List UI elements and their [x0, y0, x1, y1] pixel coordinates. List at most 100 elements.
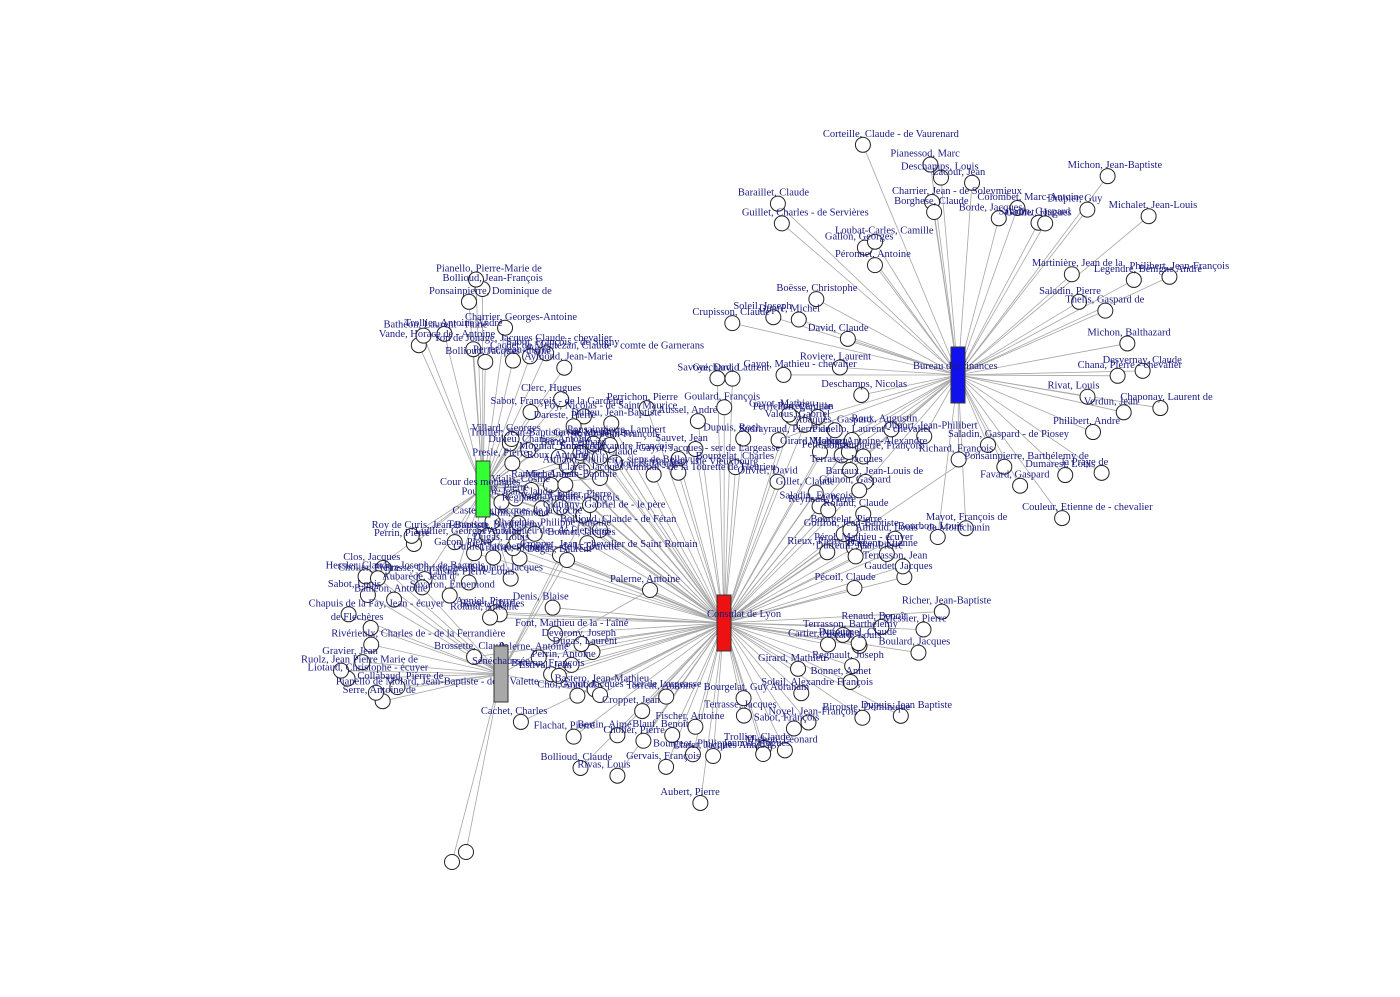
person-node-cons-0: [846, 579, 863, 596]
person-label-bur-39: Deschamps, Louis: [901, 162, 979, 173]
person-label-bur-27: Crupisson, Claude: [692, 307, 770, 318]
person-node-sene-5: [354, 654, 371, 671]
person-node-sene-4: [333, 662, 350, 679]
edge-bur-9: [957, 374, 1063, 519]
person-node-sene-9: [359, 586, 376, 603]
person-label-sene-7: de Flechères: [331, 612, 384, 623]
edge-cons-62: [614, 462, 725, 624]
person-node-bur-8: [1057, 467, 1074, 484]
person-node-bur-49: [1161, 268, 1178, 285]
edge-bur-27: [732, 322, 959, 376]
person-label-cons-19: Terrasse, Jacques: [704, 700, 777, 711]
edge-sene-4: [340, 670, 502, 675]
edge-cons-96: [723, 565, 903, 624]
person-label-cons-74: Guichard, Laurent: [692, 363, 769, 374]
person-label-bur-3: Chana, Pierre - chevalier: [1078, 360, 1183, 371]
person-label-bur-8: Dumarest, Louis: [1025, 459, 1095, 470]
bridge-node-5: [592, 470, 608, 486]
person-label-cons-7: Terrasson, Barthélemy: [803, 619, 899, 630]
person-node-cons-82: [769, 473, 786, 490]
person-label-cour-29: Guillet, Jacques Claude - de la Tourette: [453, 542, 619, 553]
edge-cons-73: [716, 378, 725, 624]
person-node-bur-24: [831, 359, 848, 376]
bridge-label-4: Soleil, Alexandre François: [560, 441, 672, 452]
edge-cons-68: [646, 408, 725, 624]
bridge-label-10: Dugas, Laurent: [527, 544, 592, 555]
person-label-cons-86: Petit, Pierre: [802, 439, 852, 450]
person-label-cons-49: Denis, Blaise: [513, 592, 569, 603]
edge-bur-8: [957, 374, 1066, 476]
bridge-label-0: Cholier, Pierre: [550, 489, 612, 500]
edge-bur-21: [861, 374, 959, 396]
edge-cons-14: [723, 622, 799, 670]
person-label-cour-26: Guillin, Edmond: [478, 507, 549, 518]
person-node-cons-76: [727, 459, 744, 476]
person-label-cons-48: Roland, Antoine: [450, 602, 519, 613]
person-node-bur-44: [1037, 215, 1054, 232]
edge-sene-13: [421, 587, 502, 675]
person-label-cons-4: Costard, Louis: [819, 630, 881, 641]
person-label-cour-37: Hessler, Claude - Joseph - de Bagnols: [326, 560, 485, 571]
institution-node-cons: [716, 594, 732, 652]
edge-cons-69: [678, 458, 725, 624]
edge-bur-7: [957, 374, 1094, 433]
edge-cons-10: [723, 622, 851, 683]
person-label-bur-2: Chaponay, Laurent de: [1120, 392, 1213, 403]
person-label-bur-4: Rivat, Louis: [1048, 381, 1100, 392]
bridge-label-7: Terrasse, Jacques: [810, 454, 883, 465]
person-label-cons-31: Bertin, Aimé: [577, 719, 632, 730]
person-label-cons-37: Beneon, François: [511, 658, 585, 669]
edge-cons-39: [520, 622, 725, 723]
person-node-cons-36: [569, 687, 586, 704]
bridge-edge-0-cons: [589, 504, 725, 624]
edge-cons-38: [592, 622, 725, 653]
person-node-cour-29: [485, 549, 502, 566]
edge-sene-5: [362, 661, 502, 675]
person-label-cons-26: Gervais, François: [626, 751, 700, 762]
edge-cons-72: [695, 448, 725, 624]
person-label-cour-27: Poullain, Jean Claude: [461, 486, 553, 497]
person-node-cons-89: [842, 522, 859, 539]
edge-bur-49: [957, 276, 1170, 376]
person-label-cons-77: Perrichon, Camille: [753, 402, 833, 413]
person-label-cons-59: Vialis, Cosme: [491, 474, 550, 485]
person-label-cons-10: Bonnet, Annet: [810, 666, 871, 677]
person-label-cour-21: Arthaud, Philibert - sieur de Bellevue: [542, 455, 700, 466]
bridge-edge-3-cour: [482, 444, 611, 490]
person-label-cour-34: Perrin, Pierre: [374, 528, 430, 539]
edge-cour-8: [482, 356, 531, 490]
edge-bur-39: [940, 177, 959, 376]
institution-label-sene: Sénéchaussée: [472, 656, 530, 667]
person-label-cour-20: Ranvier, Annet: [511, 469, 574, 480]
edge-bur-40: [957, 182, 973, 376]
edge-sene-6: [371, 644, 502, 675]
person-label-bur-11: Ponsainpierre, Barthélemy de: [964, 451, 1089, 462]
person-node-cons-95: [878, 545, 895, 562]
edge-bur-34: [874, 241, 959, 376]
bridge-node-8: [812, 444, 828, 460]
person-label-cons-63: Mogniat, Ennemond: [519, 441, 606, 452]
person-label-cour-2: Bathéon, Laurent - l'aîné: [383, 320, 487, 331]
edge-cons-97: [723, 611, 942, 624]
edge-cour-12: [482, 367, 565, 490]
person-node-bur-17: [883, 421, 900, 438]
person-node-cons-33: [634, 703, 651, 720]
person-node-bur-16: [851, 482, 868, 499]
bridge-edge-3-cons: [609, 444, 725, 624]
edge-layer: [340, 144, 1170, 863]
person-node-cons-27: [635, 732, 652, 749]
edge-cons-35: [573, 622, 725, 737]
edge-cons-1: [723, 576, 905, 624]
person-label-cons-17: Trollier, Claude: [724, 732, 791, 743]
person-node-cons-70: [689, 413, 706, 430]
edge-cour-4: [482, 289, 484, 490]
edge-cons-50: [519, 557, 725, 624]
edge-cour-34: [413, 488, 484, 545]
person-label-cour-5: Pianello, Pierre-Marie de: [436, 264, 542, 275]
person-label-cons-47: Basset, Charles: [460, 598, 525, 609]
person-node-cons-38: [584, 644, 601, 661]
person-label-cons-90: Pérol, Mathieu - écuyer: [814, 532, 914, 543]
edge-cour-18: [482, 449, 529, 490]
bridge-label-6: Pianello, Laurent - chevalier: [812, 424, 932, 435]
person-label-cour-12: Aymond, Jean-Marie: [524, 352, 613, 363]
